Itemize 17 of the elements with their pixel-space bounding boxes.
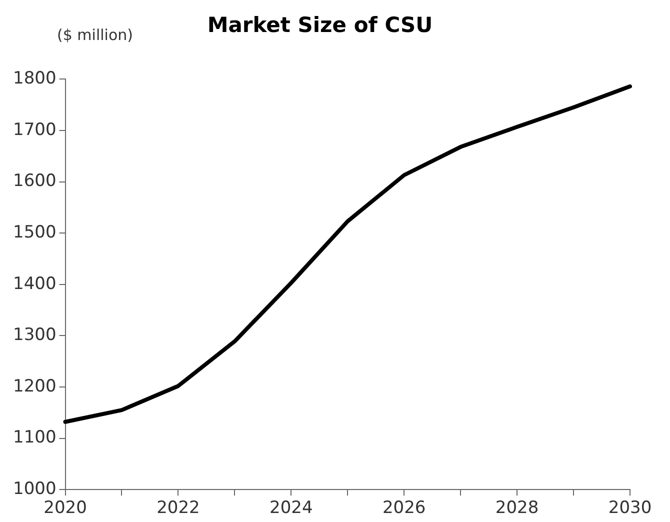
chart-title: Market Size of CSU [207, 13, 433, 38]
y-tick-label: 1700 [13, 120, 56, 140]
y-tick-label: 1800 [13, 68, 56, 89]
y-tick-label: 1100 [13, 428, 56, 448]
y-tick-label: 1500 [13, 222, 56, 243]
x-tick-label: 2030 [608, 498, 652, 518]
y-tick-label: 1400 [13, 274, 56, 294]
x-tick-label: 2020 [44, 498, 87, 518]
x-tick-label: 2026 [382, 498, 426, 518]
y-tick-label: 1000 [13, 479, 56, 500]
y-axis-title: ($ million) [57, 26, 133, 44]
x-tick-label: 2024 [270, 498, 313, 518]
x-tick-label: 2028 [495, 498, 539, 518]
x-tick-label: 2022 [156, 498, 200, 518]
y-tick-label: 1200 [13, 376, 56, 396]
y-tick-label: 1300 [13, 325, 56, 346]
y-tick-label: 1600 [13, 171, 56, 192]
